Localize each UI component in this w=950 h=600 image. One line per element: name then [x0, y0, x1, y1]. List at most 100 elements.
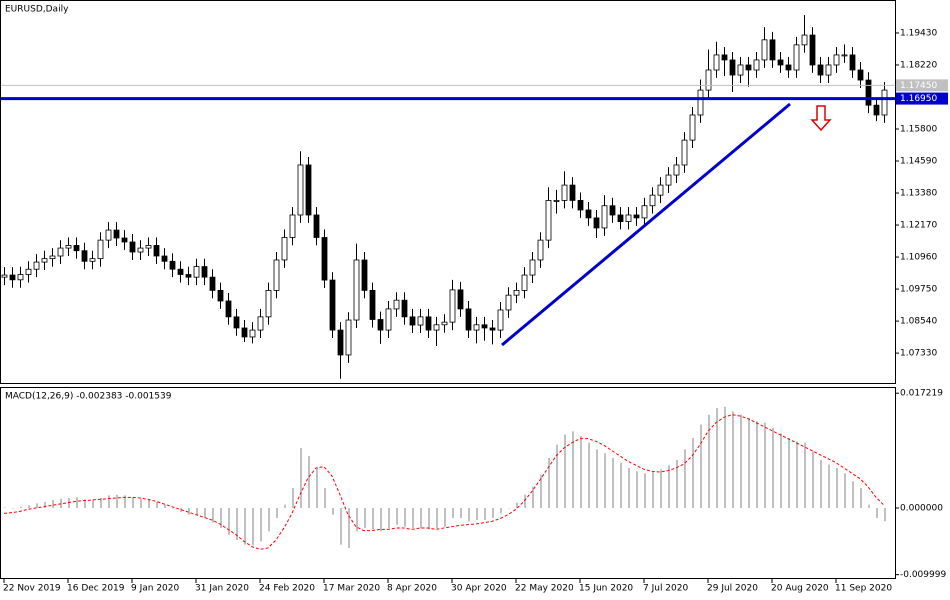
- macd-bar: [612, 458, 614, 508]
- candle-body: [449, 289, 456, 323]
- candle-body: [689, 114, 696, 141]
- candle-body: [89, 258, 96, 262]
- macd-bar: [812, 451, 814, 508]
- candle-body: [289, 214, 296, 238]
- candle-body: [129, 241, 136, 253]
- layer: 1.19430 1.18220 1.15800 1.14590 1.13380 1.121…: [0, 14, 948, 594]
- candle-body: [577, 200, 584, 211]
- macd-bar: [412, 508, 414, 528]
- candle-body: [265, 289, 272, 318]
- macd-bar: [92, 500, 94, 508]
- candle-body: [145, 245, 152, 249]
- candle-body: [481, 324, 488, 329]
- candle-body: [801, 34, 808, 46]
- macd-bar: [580, 436, 582, 508]
- macd-bar: [4, 507, 6, 508]
- candle-body: [361, 259, 368, 291]
- x-tick-label: 16 Dec 2019: [67, 584, 125, 594]
- candle-body: [225, 300, 232, 318]
- candle-body: [865, 79, 872, 106]
- macd-bar: [28, 505, 30, 508]
- candle-body: [233, 316, 240, 329]
- macd-bar: [668, 465, 670, 508]
- macd-bar: [788, 438, 790, 508]
- candle-body: [217, 289, 224, 302]
- macd-bar: [740, 414, 742, 508]
- macd-bar: [444, 508, 446, 527]
- macd-bar: [508, 508, 510, 509]
- y-tick-label: 1.18220: [900, 60, 937, 70]
- macd-bar: [516, 502, 518, 508]
- macd-bar: [252, 508, 254, 546]
- candle-body: [569, 184, 576, 201]
- macd-bar: [356, 508, 358, 532]
- candle-body: [193, 266, 200, 278]
- candle-body: [65, 245, 72, 249]
- macd-bar: [620, 462, 622, 508]
- macd-bar: [724, 406, 726, 508]
- macd-bar: [460, 508, 462, 518]
- macd-bar: [524, 494, 526, 508]
- macd-bar: [884, 508, 886, 522]
- macd-bar: [548, 458, 550, 508]
- macd-bar: [628, 468, 630, 508]
- macd-bar: [588, 442, 590, 508]
- candle-body: [297, 164, 304, 216]
- macd-bar: [860, 488, 862, 508]
- candle-body: [161, 255, 168, 262]
- macd-bar: [228, 508, 230, 535]
- candle-body: [497, 309, 504, 331]
- candle-body: [73, 245, 80, 252]
- candle-body: [705, 69, 712, 91]
- macd-title: MACD(12,26,9) -0.002383 -0.001539: [5, 392, 172, 402]
- macd-bar: [652, 472, 654, 508]
- candle-body: [833, 54, 840, 66]
- candle-body: [369, 289, 376, 320]
- macd-bar: [780, 433, 782, 508]
- candle-body: [177, 268, 184, 275]
- macd-bar: [300, 448, 302, 508]
- candle-body: [105, 229, 112, 241]
- x-tick-label: 24 Feb 2020: [259, 584, 315, 594]
- macd-bar: [364, 508, 366, 528]
- macd-bar: [748, 418, 750, 508]
- y-tick-label: 1.12170: [900, 221, 937, 231]
- candle-body: [433, 324, 440, 331]
- macd-bar: [332, 508, 334, 515]
- macd-bar: [100, 498, 102, 508]
- x-tick-label: 20 Aug 2020: [771, 584, 829, 594]
- y-tick-label: 1.09750: [900, 285, 937, 295]
- candle-body: [545, 200, 552, 241]
- candle-body: [113, 229, 120, 239]
- macd-bar: [380, 508, 382, 532]
- macd-bar: [404, 508, 406, 527]
- x-tick-label: 15 Jun 2020: [579, 584, 633, 594]
- candle-body: [657, 184, 664, 196]
- candle-body: [185, 274, 192, 278]
- price-label: 1.16950: [900, 94, 937, 104]
- candle-body: [409, 316, 416, 326]
- macd-bar: [604, 453, 606, 508]
- x-tick-label: 29 Jul 2020: [707, 584, 758, 594]
- candle-body: [785, 64, 792, 71]
- candle-body: [201, 266, 208, 278]
- macd-bar: [156, 502, 158, 508]
- macd-bar: [388, 508, 390, 528]
- candle-body: [769, 39, 776, 61]
- macd-bar: [684, 449, 686, 508]
- candle-body: [673, 164, 680, 176]
- macd-bar: [36, 503, 38, 508]
- macd-bar: [468, 508, 470, 522]
- x-tick-label: 9 Jan 2020: [131, 584, 179, 594]
- macd-bar: [644, 473, 646, 508]
- price-panel-frame: [0, 0, 896, 384]
- candle-body: [305, 164, 312, 216]
- macd-bar: [308, 456, 310, 508]
- candle-body: [329, 279, 336, 331]
- candle-body: [505, 294, 512, 311]
- candle-body: [345, 319, 352, 356]
- macd-panel-frame: [0, 387, 896, 579]
- macd-bar: [764, 422, 766, 508]
